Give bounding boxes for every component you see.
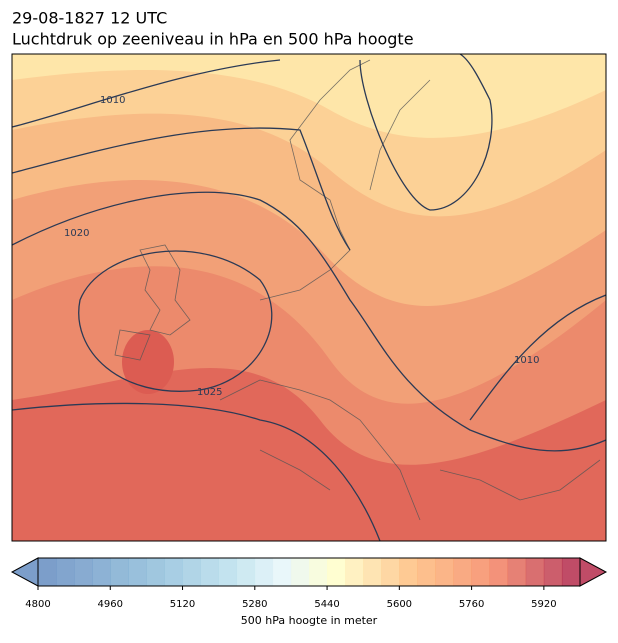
- colorbar-tick-label: 5600: [387, 599, 412, 610]
- colorbar-segment: [74, 558, 93, 586]
- colorbar-segment: [164, 558, 183, 586]
- colorbar-segment: [309, 558, 328, 586]
- colorbar-extend-high: [579, 557, 608, 587]
- colorbar-segment: [128, 558, 147, 586]
- colorbar-tick-label: 5760: [459, 599, 484, 610]
- subtitle: Luchtdruk op zeeniveau in hPa en 500 hPa…: [12, 30, 414, 49]
- colorbar-label: 500 hPa hoogte in meter: [241, 614, 378, 627]
- colorbar-segment: [218, 558, 238, 586]
- colorbar-segment: [471, 558, 490, 586]
- colorbar-segment: [92, 558, 111, 586]
- isobar-label: 1020: [64, 228, 89, 239]
- colorbar-segment: [146, 558, 165, 586]
- colorbar-segment: [381, 558, 400, 586]
- colorbar-segment: [561, 558, 581, 586]
- colorbar-extend-low: [10, 557, 39, 587]
- colorbar-tick-label: 5440: [314, 599, 339, 610]
- colorbar-segment: [236, 558, 256, 586]
- colorbar-segment: [489, 558, 509, 586]
- colorbar-segment: [110, 558, 129, 586]
- colorbar-segment: [272, 558, 292, 586]
- colorbar-segment: [543, 558, 563, 586]
- colorbar-segment: [290, 558, 310, 586]
- colorbar-tick-label: 4960: [98, 599, 123, 610]
- colorbar-segment: [363, 558, 382, 586]
- colorbar-segment: [435, 558, 454, 586]
- title: 29-08-1827 12 UTC: [12, 9, 167, 28]
- colorbar-tick-label: 5280: [242, 599, 267, 610]
- colorbar-segment: [417, 558, 436, 586]
- colorbar-segment: [525, 558, 545, 586]
- colorbar-segment: [345, 558, 364, 586]
- colorbar-segment: [182, 558, 201, 586]
- colorbar-segment: [38, 558, 57, 586]
- colorbar-segment: [507, 558, 527, 586]
- colorbar-tick-label: 5920: [531, 599, 556, 610]
- isobar-label: 1010: [514, 355, 539, 366]
- colorbar-segment: [453, 558, 472, 586]
- colorbar-segment: [200, 558, 219, 586]
- map: 1010 1020 1025 1010: [12, 54, 606, 541]
- colorbar-segment: [327, 558, 346, 586]
- colorbar-frame: [37, 557, 581, 587]
- isobar-label: 1025: [197, 387, 222, 398]
- colorbar-tick-label: 4800: [25, 599, 50, 610]
- colorbar-segment: [254, 558, 274, 586]
- colorbar-segment: [399, 558, 418, 586]
- isobar-label: 1010: [100, 95, 125, 106]
- colorbar-segment: [56, 558, 75, 586]
- map-frame: [11, 53, 607, 542]
- colorbar-tick-label: 5120: [170, 599, 195, 610]
- colorbar: 4800 4960 5120 5280 5440 5600 5760 5920: [10, 557, 608, 610]
